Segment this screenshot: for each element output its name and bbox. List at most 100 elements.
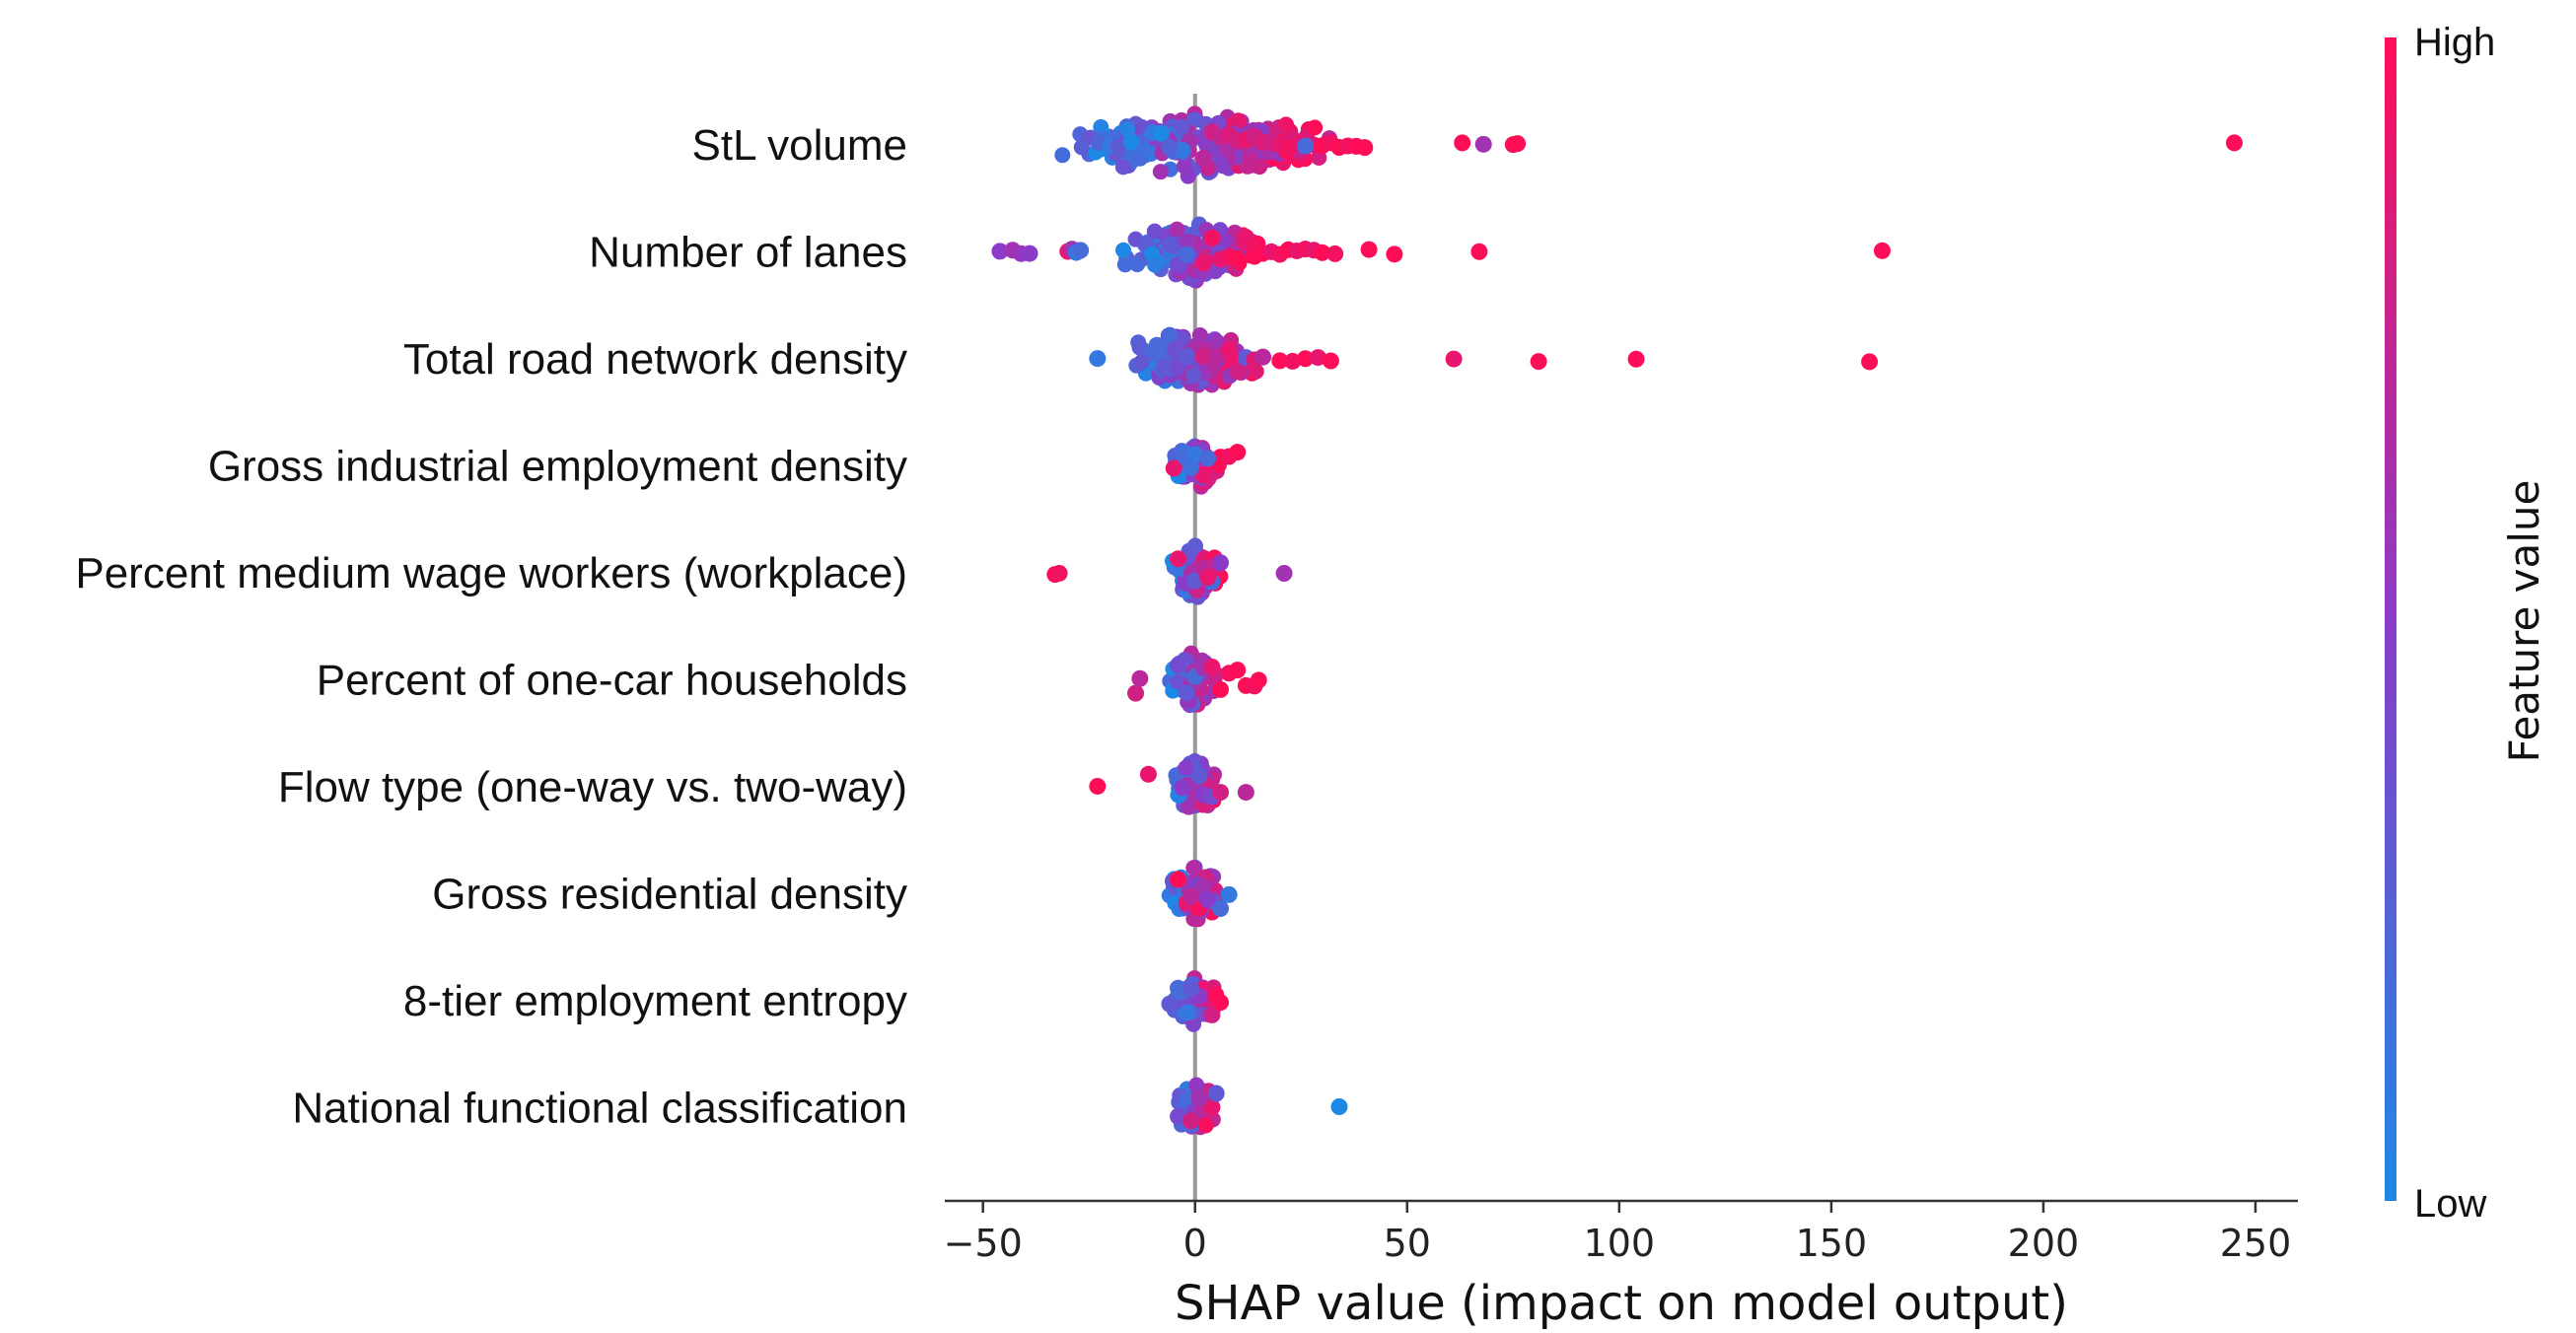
swarm-point bbox=[1180, 233, 1196, 249]
shap-point bbox=[1170, 657, 1187, 674]
shap-point bbox=[1131, 669, 1149, 687]
shap-point bbox=[1297, 137, 1315, 155]
feature-row bbox=[1046, 537, 1293, 605]
feature-row bbox=[1161, 859, 1238, 928]
shap-point bbox=[1021, 245, 1038, 262]
feature-label: National functional classification bbox=[292, 1085, 907, 1133]
colorbar-gradient bbox=[2385, 37, 2397, 1201]
shap-point bbox=[1199, 450, 1217, 467]
shap-point bbox=[1203, 1098, 1221, 1116]
swarm-point bbox=[1116, 256, 1133, 273]
shap-point bbox=[1122, 133, 1140, 151]
swarm-point bbox=[1073, 139, 1090, 156]
shap-point bbox=[1178, 684, 1195, 702]
feature-label: Number of lanes bbox=[589, 229, 907, 277]
swarm-point bbox=[1307, 119, 1324, 136]
shap-point bbox=[1178, 246, 1195, 263]
shap-point bbox=[1229, 444, 1247, 461]
shap-point bbox=[1135, 141, 1153, 159]
feature-row bbox=[991, 216, 1892, 289]
shap-point bbox=[1627, 350, 1645, 368]
shap-point bbox=[1170, 550, 1187, 568]
feature-label: 8-tier employment entropy bbox=[403, 977, 907, 1025]
feature-label: Gross residential density bbox=[432, 871, 907, 919]
swarm-point bbox=[1191, 327, 1208, 344]
feature-labels: StL volume Number of lanes Total road netw… bbox=[75, 121, 907, 1133]
shap-point bbox=[1322, 352, 1339, 370]
shap-point bbox=[1139, 765, 1157, 783]
feature-row bbox=[1089, 326, 1879, 393]
shap-point bbox=[1109, 137, 1127, 155]
shap-point bbox=[1089, 350, 1107, 368]
shap-point bbox=[1356, 139, 1374, 157]
shap-point bbox=[1152, 124, 1170, 142]
x-tick-label: 200 bbox=[2008, 1222, 2080, 1265]
swarm-point bbox=[1185, 368, 1202, 385]
shap-point bbox=[1470, 243, 1488, 260]
shap-point bbox=[1148, 336, 1166, 354]
swarm-point bbox=[1239, 158, 1255, 175]
shap-point bbox=[1229, 249, 1247, 267]
shap-point bbox=[1250, 671, 1267, 689]
shap-point bbox=[1237, 784, 1254, 802]
swarm-point bbox=[1181, 799, 1197, 815]
shap-point bbox=[1284, 352, 1302, 370]
shap-point bbox=[1127, 684, 1145, 702]
feature-row bbox=[1127, 645, 1267, 714]
x-tick-label: −50 bbox=[944, 1222, 1023, 1265]
shap-point bbox=[1309, 349, 1326, 367]
shap-point bbox=[1212, 554, 1230, 572]
shap-point bbox=[1165, 459, 1182, 477]
swarm-point bbox=[1152, 164, 1169, 180]
shap-point bbox=[991, 243, 1009, 260]
shap-point bbox=[1170, 1107, 1187, 1125]
shap-point bbox=[1530, 353, 1547, 371]
shap-point bbox=[1161, 138, 1179, 156]
shap-point bbox=[1207, 1085, 1225, 1102]
shap-point bbox=[1089, 777, 1107, 795]
x-axis-label: SHAP value (impact on model output) bbox=[1175, 1276, 2068, 1331]
shap-point bbox=[1199, 890, 1217, 908]
swarm-point bbox=[1146, 223, 1163, 240]
shap-point bbox=[1229, 363, 1247, 381]
swarm-point bbox=[1277, 116, 1294, 133]
swarm-point bbox=[1147, 256, 1164, 273]
shap-point bbox=[1212, 899, 1230, 917]
shap-point bbox=[1181, 1112, 1199, 1130]
shap-point bbox=[1194, 347, 1212, 365]
data-points bbox=[991, 105, 2243, 1136]
x-tick-label: 250 bbox=[2220, 1222, 2292, 1265]
colorbar-title: Feature value bbox=[2500, 480, 2548, 763]
shap-point bbox=[1326, 245, 1344, 262]
shap-point bbox=[1170, 979, 1187, 997]
shap-point bbox=[2225, 134, 2243, 152]
colorbar-high-label: High bbox=[2414, 21, 2495, 64]
shap-point bbox=[1861, 353, 1879, 371]
shap-point bbox=[1279, 139, 1297, 157]
feature-row bbox=[1170, 1077, 1348, 1136]
shap-point bbox=[1509, 135, 1527, 153]
shap-point bbox=[1212, 680, 1230, 698]
swarm-point bbox=[1178, 759, 1194, 776]
feature-row bbox=[1089, 753, 1254, 815]
swarm-point bbox=[1162, 326, 1179, 343]
shap-point bbox=[1220, 340, 1238, 358]
x-tick-label: 100 bbox=[1584, 1222, 1656, 1265]
shap-point bbox=[1254, 348, 1272, 366]
swarm-point bbox=[1197, 1117, 1214, 1134]
shap-point bbox=[1874, 242, 1892, 259]
shap-point bbox=[1161, 995, 1179, 1013]
shap-point bbox=[1174, 141, 1191, 159]
swarm-point bbox=[1188, 1077, 1205, 1093]
swarm-point bbox=[1133, 354, 1150, 371]
swarm-point bbox=[1119, 121, 1136, 138]
swarm-point bbox=[1170, 673, 1186, 690]
shap-point bbox=[1186, 572, 1204, 590]
shap-point bbox=[1207, 348, 1225, 366]
shap-point bbox=[1186, 446, 1204, 463]
shap-point bbox=[1181, 458, 1199, 476]
shap-point bbox=[1072, 242, 1090, 259]
x-axis: −50 0 50 100 150 200 250 bbox=[944, 1199, 2298, 1265]
x-tick-label: 0 bbox=[1183, 1222, 1207, 1265]
